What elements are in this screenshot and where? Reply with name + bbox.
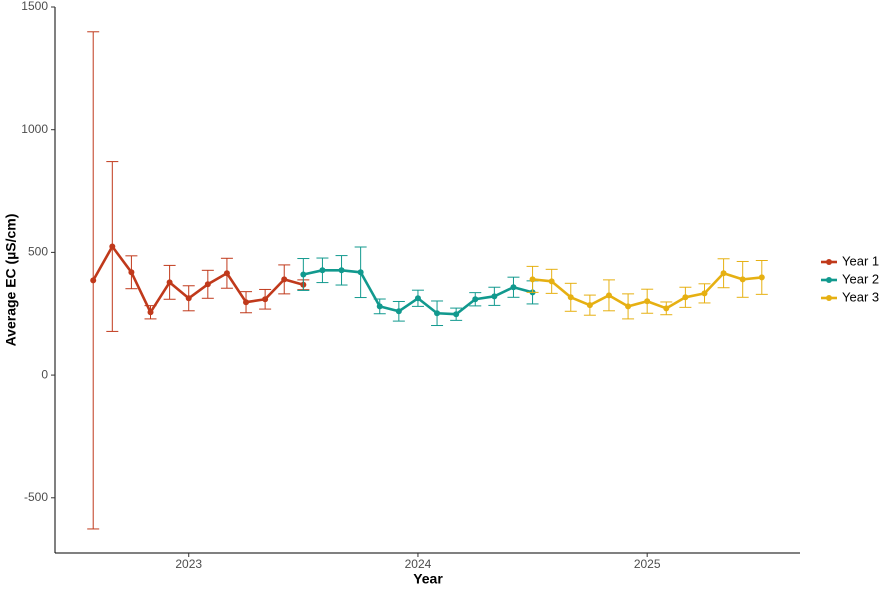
x-tick-label: 2025 — [634, 557, 661, 571]
data-point — [548, 278, 555, 285]
legend-dot — [826, 277, 832, 283]
data-point — [109, 243, 116, 250]
data-point — [720, 270, 727, 277]
data-point — [739, 276, 746, 283]
data-point — [128, 269, 135, 276]
data-point — [567, 294, 574, 301]
x-axis-title: Year — [413, 571, 443, 587]
data-point — [510, 284, 517, 291]
y-tick-label: 1000 — [21, 122, 48, 136]
data-point — [338, 267, 345, 274]
data-point — [414, 295, 421, 302]
data-point — [166, 279, 173, 286]
data-point — [644, 298, 651, 305]
legend-label: Year 3 — [842, 289, 879, 304]
data-point — [204, 281, 211, 288]
legend-label: Year 2 — [842, 271, 879, 286]
x-tick-label: 2023 — [175, 557, 202, 571]
data-point — [663, 305, 670, 312]
data-point — [605, 292, 612, 299]
data-point — [262, 296, 269, 303]
data-point — [223, 270, 230, 277]
data-point — [90, 277, 97, 284]
x-tick-label: 2024 — [405, 557, 432, 571]
data-point — [625, 303, 632, 310]
y-tick-label: 500 — [28, 245, 48, 259]
series-line — [92, 245, 304, 314]
data-point — [701, 290, 708, 297]
data-point — [682, 294, 689, 301]
data-point — [243, 299, 250, 306]
data-point — [281, 276, 288, 283]
data-point — [586, 302, 593, 309]
data-point — [319, 267, 326, 274]
data-point — [147, 309, 154, 316]
legend-label: Year 1 — [842, 253, 879, 268]
data-point — [376, 303, 383, 310]
data-point — [472, 296, 479, 303]
data-point — [300, 271, 307, 278]
data-point — [758, 274, 765, 281]
data-point — [434, 310, 441, 317]
y-tick-label: -500 — [24, 490, 48, 504]
data-point — [491, 293, 498, 300]
data-point — [529, 276, 536, 283]
y-tick-label: 0 — [41, 367, 48, 381]
data-point — [357, 269, 364, 276]
data-point — [453, 311, 460, 318]
y-axis-title: Average EC (µS/cm) — [3, 214, 19, 347]
y-tick-label: 1500 — [21, 0, 48, 13]
legend-dot — [826, 295, 832, 301]
data-point — [185, 295, 192, 302]
legend-dot — [826, 259, 832, 265]
data-point — [395, 308, 402, 315]
